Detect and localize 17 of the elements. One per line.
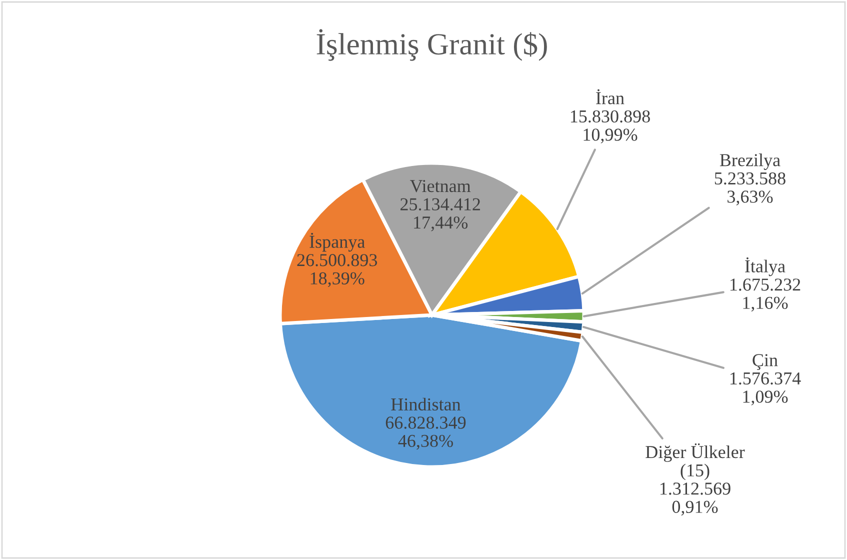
slice-label: Brezilya (720, 154, 780, 170)
chart-title: İşlenmiş Granit ($) (316, 29, 547, 61)
data-label: 25.134.412 17,44% (400, 198, 480, 232)
slice-label: Vietnam (410, 180, 471, 192)
slice-label: Hindistan (391, 398, 461, 411)
data-label: 15.830.898 10,99% (570, 110, 650, 144)
data-label: 1.675.232 1,16% (730, 278, 800, 312)
slice-label: Çin (752, 354, 778, 370)
data-label: 1.576.374 1,09% (730, 372, 801, 406)
slice-label: Diğer Ülkeler (15) (646, 443, 745, 480)
data-label: 26.500.893 18,39% (297, 254, 378, 288)
slice-label: İtalya (745, 257, 786, 276)
data-label: 66.828.349 46,38% (386, 416, 466, 450)
slice-label: İran (596, 89, 624, 104)
data-label: 5.233.588 3,63% (714, 172, 786, 206)
slice-label: İspanya (310, 232, 365, 252)
data-label: 1.312.569 0,91% (660, 482, 730, 516)
